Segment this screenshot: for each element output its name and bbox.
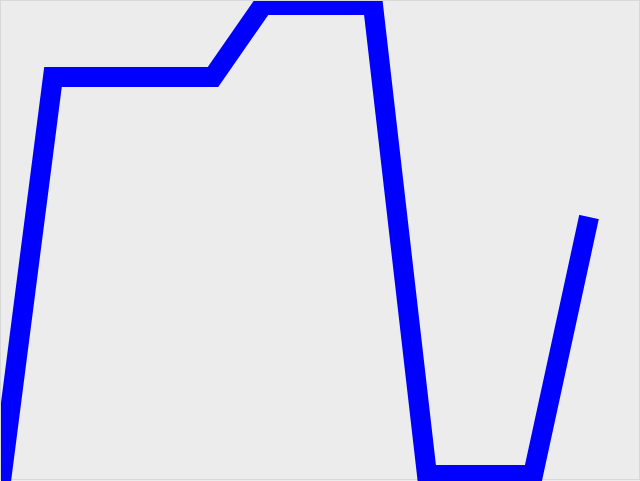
blue-polyline <box>1 1 599 481</box>
